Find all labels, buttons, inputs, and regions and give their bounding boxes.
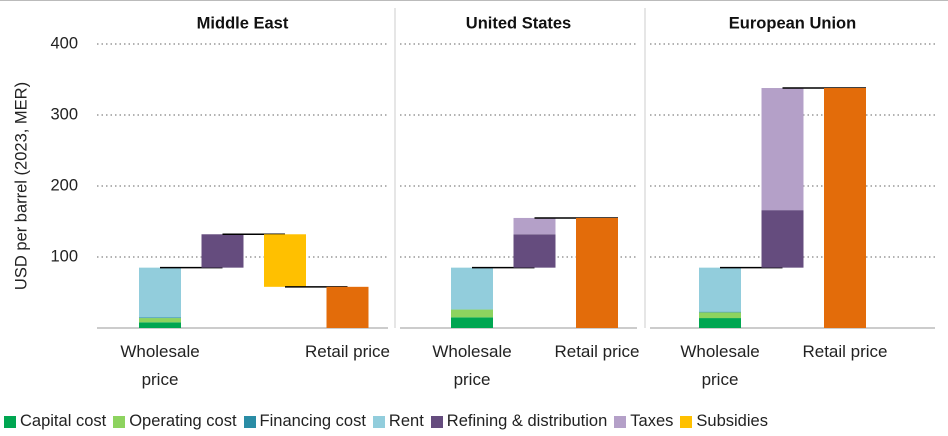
bar-segment <box>451 267 493 310</box>
legend-item: Capital cost <box>4 412 106 431</box>
bar-segment <box>761 88 804 211</box>
x-tick-label: Wholesale price <box>120 342 200 389</box>
bar-segment <box>699 312 741 319</box>
legend-swatch <box>614 415 627 428</box>
legend: Capital cost Operating cost Financing cost… <box>4 412 948 431</box>
legend-label: Taxes <box>630 412 674 430</box>
bar-segment <box>699 311 741 313</box>
bar-segment <box>699 267 741 312</box>
bar-segment <box>139 322 181 328</box>
bar-segment <box>513 217 556 235</box>
bar-segment <box>139 267 181 318</box>
bar-segment <box>451 317 493 328</box>
x-tick-label: Wholesale price <box>432 342 512 389</box>
legend-swatch <box>680 415 693 428</box>
y-tick-label: 200 <box>50 176 78 194</box>
legend-swatch <box>113 415 126 428</box>
y-axis-label: USD per barrel (2023, MER) <box>12 82 30 290</box>
total-bar <box>326 286 369 328</box>
bar-segment <box>513 234 556 268</box>
total-bar <box>824 88 866 329</box>
legend-item: Taxes <box>614 412 673 431</box>
bar-segment <box>699 318 741 328</box>
chart: USD per barrel (2023, MER) Middle East 10… <box>0 0 948 329</box>
x-tick-label: Retail price <box>304 342 391 361</box>
legend-item: Refining & distribution <box>430 412 608 431</box>
total-bar <box>576 217 618 328</box>
legend-swatch <box>430 415 443 428</box>
x-tick-label: Wholesale price <box>680 342 760 389</box>
panel-title: United States <box>466 14 571 32</box>
legend-label: Capital cost <box>20 412 107 430</box>
legend-item: Subsidies <box>680 412 768 431</box>
legend-item: Rent <box>372 412 424 431</box>
legend-swatch <box>4 415 16 428</box>
x-tick-label: Retail price <box>554 342 640 361</box>
bar-segment <box>201 234 244 268</box>
legend-label: Rent <box>388 412 424 430</box>
y-tick-label: 400 <box>50 34 78 52</box>
legend-label: Financing cost <box>259 412 366 430</box>
bar-segment <box>139 317 181 319</box>
bar-segment <box>264 234 306 287</box>
panel-title: Middle East <box>197 14 289 32</box>
y-tick-label: 300 <box>50 105 78 123</box>
bar-segment <box>761 210 804 268</box>
legend-swatch <box>372 415 385 428</box>
legend-label: Operating cost <box>129 412 237 430</box>
bar-segment <box>451 309 493 318</box>
legend-item: Financing cost <box>243 412 366 431</box>
legend-label: Refining & distribution <box>446 412 608 430</box>
x-tick-label: Retail price <box>802 342 888 361</box>
panel-title: European Union <box>729 14 856 32</box>
y-tick-label: 100 <box>50 247 78 265</box>
legend-item: Operating cost <box>113 412 237 431</box>
bar-segment <box>139 318 181 323</box>
legend-swatch <box>243 415 256 428</box>
legend-label: Subsidies <box>696 412 768 430</box>
